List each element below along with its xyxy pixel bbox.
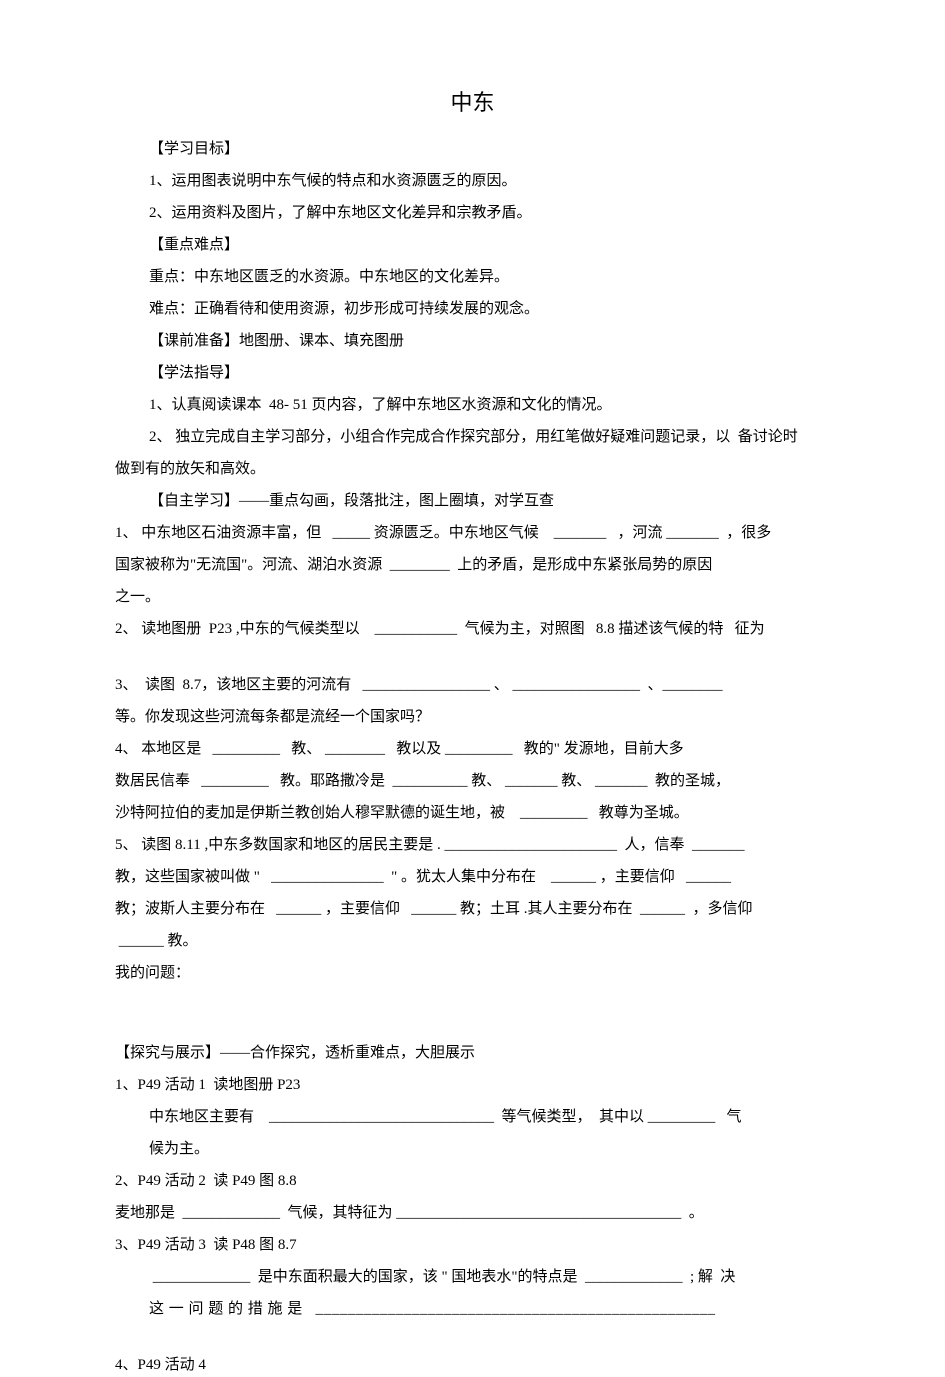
selfstudy-5a: 5、 读图 8.11 ,中东多数国家和地区的居民主要是 . __________…	[115, 833, 830, 857]
heading-keypoints: 【重点难点】	[115, 233, 830, 257]
preparation: 【课前准备】地图册、课本、填充图册	[115, 329, 830, 353]
selfstudy-5d: ______ 教。	[115, 929, 830, 953]
blank-line-3	[115, 1017, 830, 1041]
keypoint-1: 重点：中东地区匮乏的水资源。中东地区的文化差异。	[115, 265, 830, 289]
selfstudy-3a: 3、 读图 8.7，该地区主要的河流有 _________________ 、 …	[115, 673, 830, 697]
method-2b: 做到有的放矢和高效。	[115, 457, 830, 481]
blank-line-2	[115, 993, 830, 1017]
document-title: 中东	[115, 85, 830, 117]
blank-line-1	[115, 649, 830, 673]
blank-line-4	[115, 1329, 830, 1353]
explore-2a: 2、P49 活动 2 读 P49 图 8.8	[115, 1169, 830, 1193]
heading-method: 【学法指导】	[115, 361, 830, 385]
selfstudy-1c: 之一。	[115, 585, 830, 609]
keypoint-2: 难点：正确看待和使用资源，初步形成可持续发展的观念。	[115, 297, 830, 321]
heading-explore: 【探究与展示】——合作探究，透析重难点，大胆展示	[115, 1041, 830, 1065]
explore-2b: 麦地那是 _____________ 气候，其特征为 _____________…	[115, 1201, 830, 1225]
my-question: 我的问题：	[115, 961, 830, 985]
selfstudy-3b: 等。你发现这些河流每条都是流经一个国家吗？	[115, 705, 830, 729]
selfstudy-5b: 教，这些国家被叫做 " _______________ " 。犹太人集中分布在 …	[115, 865, 830, 889]
explore-1c: 候为主。	[115, 1137, 830, 1161]
explore-3b: _____________ 是中东面积最大的国家，该 " 国地表水"的特点是 _…	[115, 1265, 830, 1289]
selfstudy-5c: 教；波斯人主要分布在 ______ ，主要信仰 ______ 教；土耳 .其人主…	[115, 897, 830, 921]
explore-3a: 3、P49 活动 3 读 P48 图 8.7	[115, 1233, 830, 1257]
objective-1: 1、运用图表说明中东气候的特点和水资源匮乏的原因。	[115, 169, 830, 193]
explore-1b: 中东地区主要有 ______________________________ 等…	[115, 1105, 830, 1129]
title-text: 中东	[450, 90, 494, 115]
selfstudy-2a: 2、 读地图册 P23 ,中东的气候类型以 ___________ 气候为主，对…	[115, 617, 830, 641]
selfstudy-4b: 数居民信奉 _________ 教。耶路撒冷是 __________ 教、 __…	[115, 769, 830, 793]
selfstudy-4a: 4、 本地区是 _________ 教、 ________ 教以及 ______…	[115, 737, 830, 761]
explore-3c: 这 一 问 题 的 措 施 是 ________________________…	[115, 1297, 830, 1321]
selfstudy-1a: 1、 中东地区石油资源丰富，但 _____ 资源匮乏。中东地区气候 ______…	[115, 521, 830, 545]
heading-objectives: 【学习目标】	[115, 137, 830, 161]
selfstudy-4c: 沙特阿拉伯的麦加是伊斯兰教创始人穆罕默德的诞生地，被 _________ 教尊为…	[115, 801, 830, 825]
explore-1a: 1、P49 活动 1 读地图册 P23	[115, 1073, 830, 1097]
explore-4a: 4、P49 活动 4	[115, 1353, 830, 1377]
heading-selfstudy: 【自主学习】——重点勾画，段落批注，图上圈填，对学互查	[115, 489, 830, 513]
method-1: 1、认真阅读课本 48- 51 页内容，了解中东地区水资源和文化的情况。	[115, 393, 830, 417]
objective-2: 2、运用资料及图片，了解中东地区文化差异和宗教矛盾。	[115, 201, 830, 225]
method-2a: 2、 独立完成自主学习部分，小组合作完成合作探究部分，用红笔做好疑难问题记录，以…	[115, 425, 830, 449]
selfstudy-1b: 国家被称为"无流国"。河流、湖泊水资源 ________ 上的矛盾，是形成中东紧…	[115, 553, 830, 577]
